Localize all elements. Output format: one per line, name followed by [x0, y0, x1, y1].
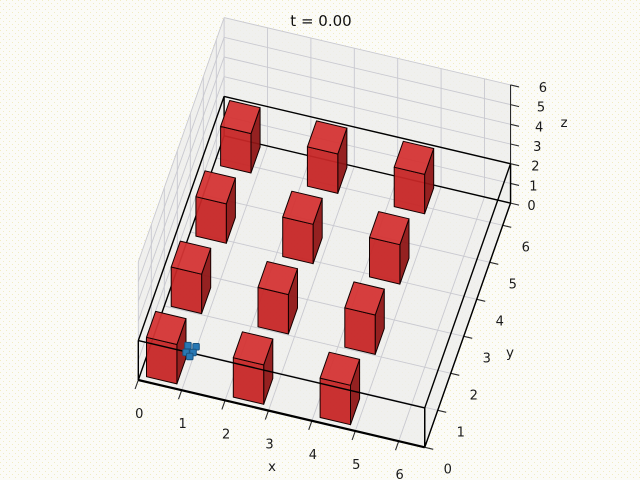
y-tick-label: 1 — [457, 425, 465, 440]
pillar-front-face — [257, 286, 289, 335]
pillar — [282, 190, 323, 265]
z-tick-label: 0 — [527, 199, 535, 214]
z-tick-label: 6 — [539, 81, 547, 96]
z-tick-label: 4 — [535, 120, 543, 135]
z-tick-label: 3 — [533, 140, 541, 155]
pillar — [344, 281, 385, 355]
pillar — [195, 170, 236, 244]
pillar-front-face — [195, 196, 227, 244]
pillar-top-face — [257, 261, 298, 296]
pillar-top-face — [195, 170, 236, 205]
pillar-top-face — [319, 351, 361, 386]
pillar-top-face — [232, 331, 274, 366]
x-tick-label: 6 — [396, 468, 404, 480]
pillar-front-face — [282, 216, 314, 265]
pillar-front-face — [220, 125, 252, 174]
pillar — [170, 240, 212, 315]
pillar-front-face — [369, 237, 401, 285]
pillar-top-face — [393, 140, 435, 175]
pillar-front-face — [393, 166, 426, 215]
y-tick-label: 2 — [470, 388, 478, 403]
tick-labels: 0 1 2 3 4 5 6 0 1 2 3 4 5 6 0 1 2 3 4 5 6 — [135, 81, 547, 480]
pillar-top-face — [170, 240, 212, 275]
obstacle-pillars — [146, 100, 435, 426]
y-tick-label: 3 — [483, 351, 491, 366]
x-axis-label: x — [268, 459, 276, 475]
pillar — [319, 351, 361, 426]
pillar-top-face — [369, 211, 410, 246]
pillar-top-face — [306, 120, 348, 155]
pillar-front-face — [170, 266, 203, 315]
y-tick-label: 5 — [509, 277, 517, 292]
z-tick-label: 1 — [529, 179, 537, 194]
particle-markers — [182, 341, 200, 361]
pillar-top-face — [282, 190, 323, 225]
pillar-top-face — [344, 281, 385, 316]
z-tick-label: 5 — [537, 101, 545, 116]
particle-marker — [186, 352, 194, 361]
pillar — [306, 120, 348, 194]
x-tick-label: 5 — [352, 458, 360, 473]
pillar — [369, 211, 410, 285]
particle-marker — [184, 341, 192, 350]
x-tick-label: 3 — [265, 438, 273, 453]
x-tick-label: 2 — [222, 427, 230, 442]
pillar-front-face — [344, 307, 376, 355]
y-tick-label: 6 — [522, 240, 530, 255]
pillar-front-face — [306, 146, 339, 194]
z-tick-label: 2 — [531, 160, 539, 175]
pillar-top-face — [146, 310, 187, 345]
z-axis-label: z — [560, 115, 567, 131]
pillar — [220, 100, 261, 174]
x-tick-label: 4 — [309, 448, 317, 463]
plot-title: t = 0.00 — [290, 12, 351, 30]
y-tick-label: 0 — [444, 462, 452, 477]
pillar — [232, 331, 274, 405]
y-axis-label: y — [506, 345, 514, 361]
x-tick-label: 0 — [135, 407, 143, 422]
y-tick-label: 4 — [496, 314, 504, 329]
x-tick-label: 1 — [179, 417, 187, 432]
pillar — [393, 140, 435, 215]
pillar-top-face — [220, 100, 261, 135]
pillar — [257, 261, 298, 335]
